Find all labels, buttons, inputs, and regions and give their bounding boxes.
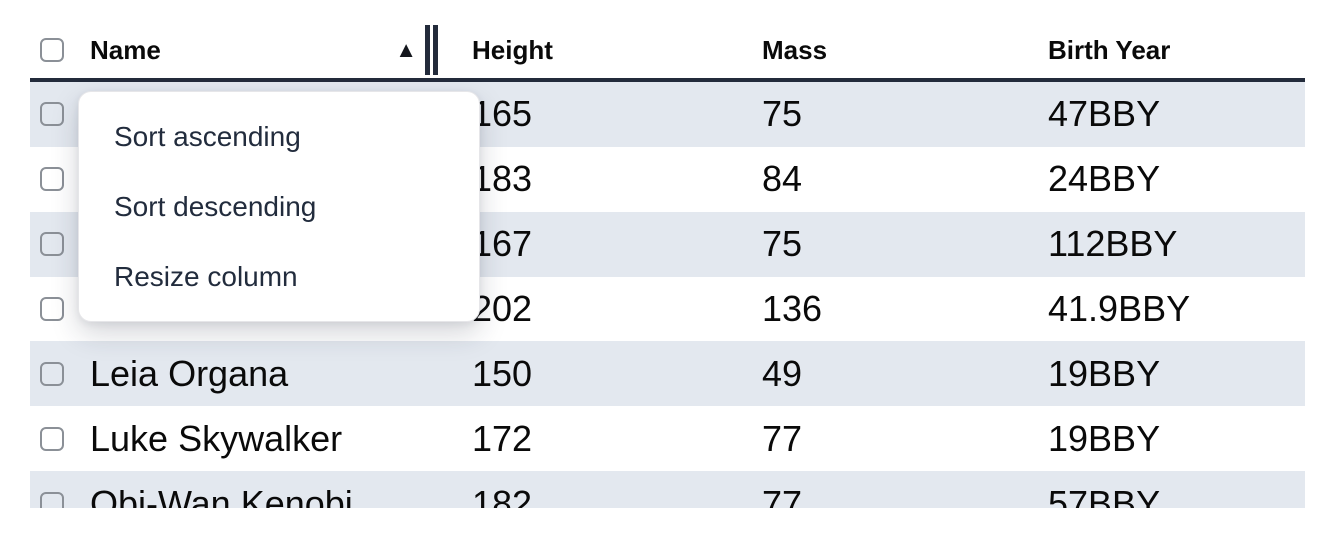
cell-name: Obi-Wan Kenobi (90, 482, 353, 508)
sort-ascending-icon: ▲ (395, 37, 417, 62)
row-checkbox-cell (30, 426, 90, 451)
column-resize-handle[interactable] (425, 25, 438, 75)
cell-height: 165 (472, 93, 533, 135)
row-checkbox[interactable] (40, 102, 64, 127)
row-checkbox[interactable] (40, 167, 64, 192)
resize-bar-icon (425, 25, 430, 75)
column-header-mass[interactable]: Mass (762, 34, 828, 65)
cell-height: 172 (472, 417, 533, 459)
column-header-height[interactable]: Height (472, 34, 553, 65)
table-row: Luke Skywalker 172 77 19BBY (30, 406, 1305, 471)
column-header-name-label: Name (90, 34, 161, 65)
menu-item-sort-descending[interactable]: Sort descending (114, 191, 317, 222)
cell-birth-year: 47BBY (1048, 93, 1161, 135)
cell-name: Leia Organa (90, 352, 289, 394)
cell-height: 182 (472, 482, 533, 508)
resize-bar-icon (433, 25, 438, 75)
row-checkbox[interactable] (40, 297, 64, 321)
header-checkbox-cell (30, 38, 90, 62)
cell-mass: 49 (762, 352, 803, 394)
menu-item-resize-column[interactable]: Resize column (114, 261, 298, 292)
row-checkbox[interactable] (40, 426, 64, 451)
row-checkbox[interactable] (40, 361, 64, 386)
table-row: Obi-Wan Kenobi 182 77 57BBY (30, 471, 1305, 508)
cell-birth-year: 19BBY (1048, 417, 1161, 459)
cell-height: 202 (472, 288, 533, 329)
cell-mass: 75 (762, 223, 803, 265)
cell-height: 183 (472, 158, 533, 200)
table-row: Leia Organa 150 49 19BBY (30, 341, 1305, 407)
cell-birth-year: 112BBY (1048, 223, 1178, 265)
row-checkbox-cell (30, 102, 90, 127)
column-header-birth-year[interactable]: Birth Year (1048, 34, 1171, 65)
row-checkbox-cell (30, 232, 90, 257)
cell-birth-year: 19BBY (1048, 352, 1161, 394)
row-checkbox[interactable] (40, 232, 64, 257)
cell-birth-year: 24BBY (1048, 158, 1161, 200)
cell-height: 167 (472, 223, 533, 265)
table-row: 202 136 41.9BBY (30, 277, 1305, 342)
cell-mass: 136 (762, 288, 823, 329)
cell-height: 150 (472, 352, 533, 394)
table-row: 183 84 24BBY (30, 147, 1305, 212)
cell-name: Luke Skywalker (90, 417, 343, 459)
row-checkbox-cell (30, 491, 90, 508)
select-all-checkbox[interactable] (40, 38, 64, 62)
cell-mass: 77 (762, 417, 803, 459)
menu-item-sort-ascending[interactable]: Sort ascending (114, 121, 301, 152)
column-context-menu: Sort ascending Sort descending Resize co… (78, 91, 480, 322)
cell-mass: 77 (762, 482, 803, 508)
cell-birth-year: 57BBY (1048, 482, 1161, 508)
row-checkbox-cell (30, 361, 90, 386)
column-header-name[interactable]: Name ▲ (90, 25, 443, 75)
row-checkbox[interactable] (40, 491, 64, 508)
row-checkbox-cell (30, 167, 90, 192)
cell-birth-year: 41.9BBY (1048, 288, 1191, 329)
table-header-row: Name ▲ Height Mass Birth Year (30, 0, 1305, 82)
row-checkbox-cell (30, 297, 90, 321)
cell-mass: 75 (762, 93, 803, 135)
cell-mass: 84 (762, 158, 803, 200)
